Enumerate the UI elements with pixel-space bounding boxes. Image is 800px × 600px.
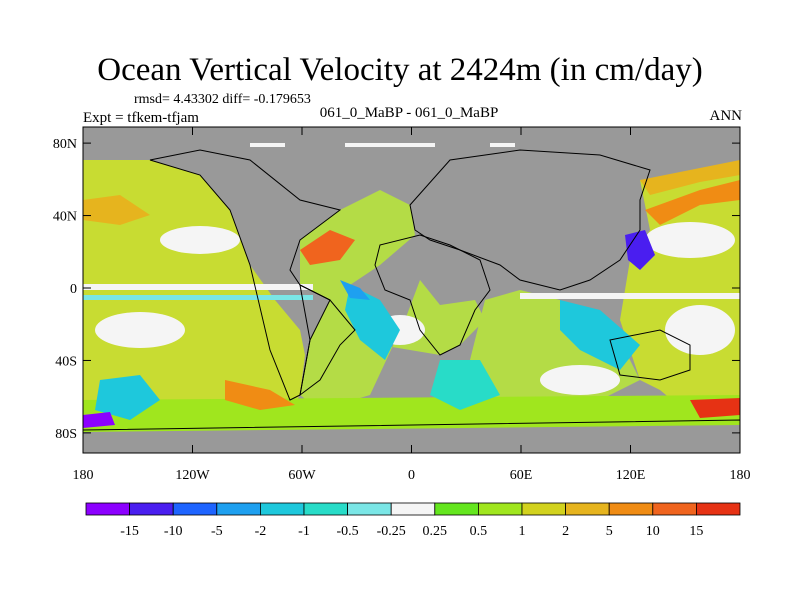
ocean-patch: [625, 230, 655, 270]
colorbar-swatch: [521, 502, 566, 516]
map-plot-area: [83, 127, 740, 453]
lon-tick-label: 60W: [288, 468, 316, 483]
ocean-patch: [430, 360, 500, 410]
colorbar-label: -0.25: [377, 524, 406, 539]
colorbar-label: 10: [646, 524, 660, 539]
lat-tick-label: 40N: [53, 210, 77, 225]
colorbar-label: 1: [519, 524, 526, 539]
colorbar-swatch: [477, 502, 523, 516]
ocean-patch: [345, 285, 400, 360]
ocean-patch: [640, 160, 740, 195]
lon-tick-label: 120W: [175, 468, 210, 483]
ocean-patch: [250, 143, 285, 147]
ocean-patch: [540, 365, 620, 395]
colorbar-swatch: [347, 502, 392, 516]
experiment-label: Expt = tfkem-tfjam: [83, 110, 199, 126]
season-label: ANN: [709, 108, 743, 124]
ocean-patch: [83, 195, 150, 225]
lon-tick-label: 60E: [510, 468, 533, 483]
equatorial-streak: [83, 284, 313, 290]
colorbar-swatch: [696, 502, 741, 516]
colorbar-label: -5: [211, 524, 223, 539]
ocean-patch: [160, 226, 240, 254]
colorbar-swatch: [259, 502, 305, 516]
colorbar-label: 0.25: [423, 524, 448, 539]
ocean-patch: [645, 222, 735, 258]
lat-tick-label: 0: [70, 282, 77, 297]
ocean-patch: [690, 398, 740, 418]
ocean-patch: [665, 305, 735, 355]
colorbar: -15 -10 -5 -2 -1 -0.5 -0.25 0.25 0.5 1 2 5 10 15: [85, 502, 741, 539]
lon-tick-label: 180: [730, 468, 751, 483]
ocean-patch: [645, 180, 740, 225]
colorbar-label: 2: [562, 524, 569, 539]
colorbar-swatch: [565, 502, 610, 516]
plot-title: Ocean Vertical Velocity at 2424m (in cm/…: [97, 52, 703, 88]
colorbar-label: 15: [689, 524, 703, 539]
ocean-patch: [95, 375, 160, 420]
lat-tick-label: 80N: [53, 137, 77, 152]
equatorial-streak: [520, 293, 740, 299]
lon-tick-label: 180: [73, 468, 94, 483]
colorbar-label: 0.5: [470, 524, 488, 539]
stats-text: rmsd= 4.43302 diff= -0.179653: [134, 92, 311, 107]
colorbar-label: -0.5: [337, 524, 359, 539]
colorbar-swatch: [652, 502, 697, 516]
lat-tick-label: 40S: [55, 354, 77, 369]
ocean-patch: [95, 312, 185, 348]
longitude-axis: 180 120W 60W 0 60E 120E 180: [73, 127, 751, 483]
colorbar-swatch: [129, 502, 174, 516]
colorbar-swatch: [216, 502, 261, 516]
colorbar-label: -2: [255, 524, 267, 539]
ocean-patch: [560, 300, 640, 370]
colorbar-swatch: [303, 502, 348, 516]
equatorial-streak: [83, 295, 313, 300]
colorbar-swatch: [172, 502, 218, 516]
colorbar-swatch: [434, 502, 479, 516]
colorbar-label: 5: [606, 524, 613, 539]
ocean-patch: [345, 143, 435, 147]
lat-tick-label: 80S: [55, 427, 77, 442]
ocean-patch: [225, 380, 295, 410]
lon-tick-label: 120E: [616, 468, 646, 483]
colorbar-label: -1: [298, 524, 310, 539]
ocean-patch: [83, 412, 115, 428]
colorbar-swatch: [85, 502, 130, 516]
colorbar-label: -10: [164, 524, 183, 539]
colorbar-swatch: [390, 502, 436, 516]
colorbar-swatch: [608, 502, 654, 516]
lon-tick-label: 0: [408, 468, 415, 483]
colorbar-label: -15: [120, 524, 139, 539]
ocean-patch: [490, 143, 515, 147]
coastlines: [83, 149, 740, 453]
ocean-patch: [340, 280, 370, 300]
latitude-axis: 80N 40N 0 40S 80S: [53, 137, 740, 442]
ocean-patch: [300, 230, 355, 265]
case-difference-label: 061_0_MaBP - 061_0_MaBP: [319, 105, 499, 121]
